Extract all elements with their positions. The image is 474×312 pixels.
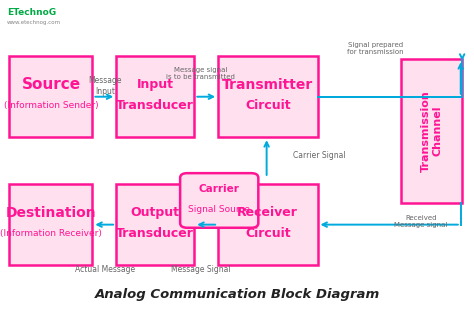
Text: Source: Source — [21, 77, 81, 92]
Text: Circuit: Circuit — [245, 99, 291, 112]
Text: (Information Receiver): (Information Receiver) — [0, 229, 102, 238]
Text: Analog Communication Block Diagram: Analog Communication Block Diagram — [94, 288, 380, 301]
Text: Transducer: Transducer — [116, 227, 194, 240]
Text: Output: Output — [131, 206, 180, 219]
FancyBboxPatch shape — [401, 59, 462, 203]
Text: Message Signal: Message Signal — [171, 266, 230, 274]
Text: Signal Source: Signal Source — [188, 205, 250, 214]
FancyBboxPatch shape — [218, 56, 318, 137]
Text: (Information Sender): (Information Sender) — [4, 101, 98, 110]
Text: www.etechnog.com: www.etechnog.com — [7, 20, 61, 25]
Text: Transmission
Channel: Transmission Channel — [420, 90, 442, 172]
Text: Destination: Destination — [6, 206, 96, 220]
FancyBboxPatch shape — [180, 173, 258, 228]
FancyBboxPatch shape — [218, 184, 318, 265]
Text: Message signal
is to be transmitted: Message signal is to be transmitted — [166, 67, 235, 80]
Text: Signal prepared
for transmission: Signal prepared for transmission — [347, 42, 404, 55]
Text: Carrier: Carrier — [199, 183, 240, 194]
Text: Transmitter: Transmitter — [222, 78, 313, 92]
Text: Transducer: Transducer — [116, 99, 194, 112]
FancyBboxPatch shape — [116, 184, 194, 265]
FancyBboxPatch shape — [9, 56, 92, 137]
Text: Message
Input: Message Input — [89, 76, 122, 95]
FancyBboxPatch shape — [9, 184, 92, 265]
Text: Actual Message: Actual Message — [75, 266, 135, 274]
Text: Input: Input — [137, 78, 174, 91]
Text: ETechnoG: ETechnoG — [7, 8, 56, 17]
Text: Circuit: Circuit — [245, 227, 291, 240]
Text: Receiver: Receiver — [237, 206, 298, 219]
FancyBboxPatch shape — [116, 56, 194, 137]
Text: Carrier Signal: Carrier Signal — [293, 152, 346, 160]
Text: Received
Message signal: Received Message signal — [394, 215, 448, 228]
